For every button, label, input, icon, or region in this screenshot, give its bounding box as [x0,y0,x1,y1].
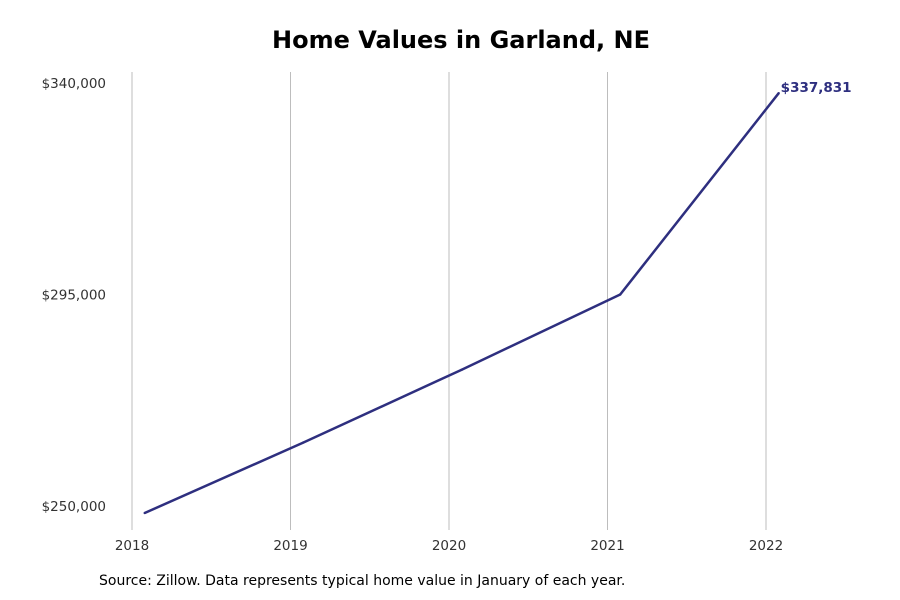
x-tick-label: 2021 [590,538,624,554]
data-point-2018 [143,511,146,515]
y-tick-label: $250,000 [42,499,106,515]
source-note: Source: Zillow. Data represents typical … [99,573,626,589]
vertical-grid [131,72,767,530]
chart-title: Home Values in Garland, NE [272,26,650,54]
y-axis-ticks: $250,000 $295,000 $340,000 [42,76,106,515]
x-tick-label: 2019 [273,538,307,554]
x-tick-label: 2018 [115,538,149,554]
y-tick-label: $340,000 [42,76,106,92]
x-tick-label: 2020 [432,538,466,554]
x-axis-ticks: 2018 2019 2020 2021 2022 [115,538,783,554]
x-tick-label: 2022 [749,538,783,554]
data-point-2022 [777,91,780,95]
data-point-2019 [301,441,305,444]
home-value-line [144,92,780,515]
data-points [143,91,780,515]
data-point-2021 [618,293,622,296]
y-tick-label: $295,000 [42,288,106,304]
data-point-2020 [460,368,463,371]
end-value-label: $337,831 [781,80,852,96]
